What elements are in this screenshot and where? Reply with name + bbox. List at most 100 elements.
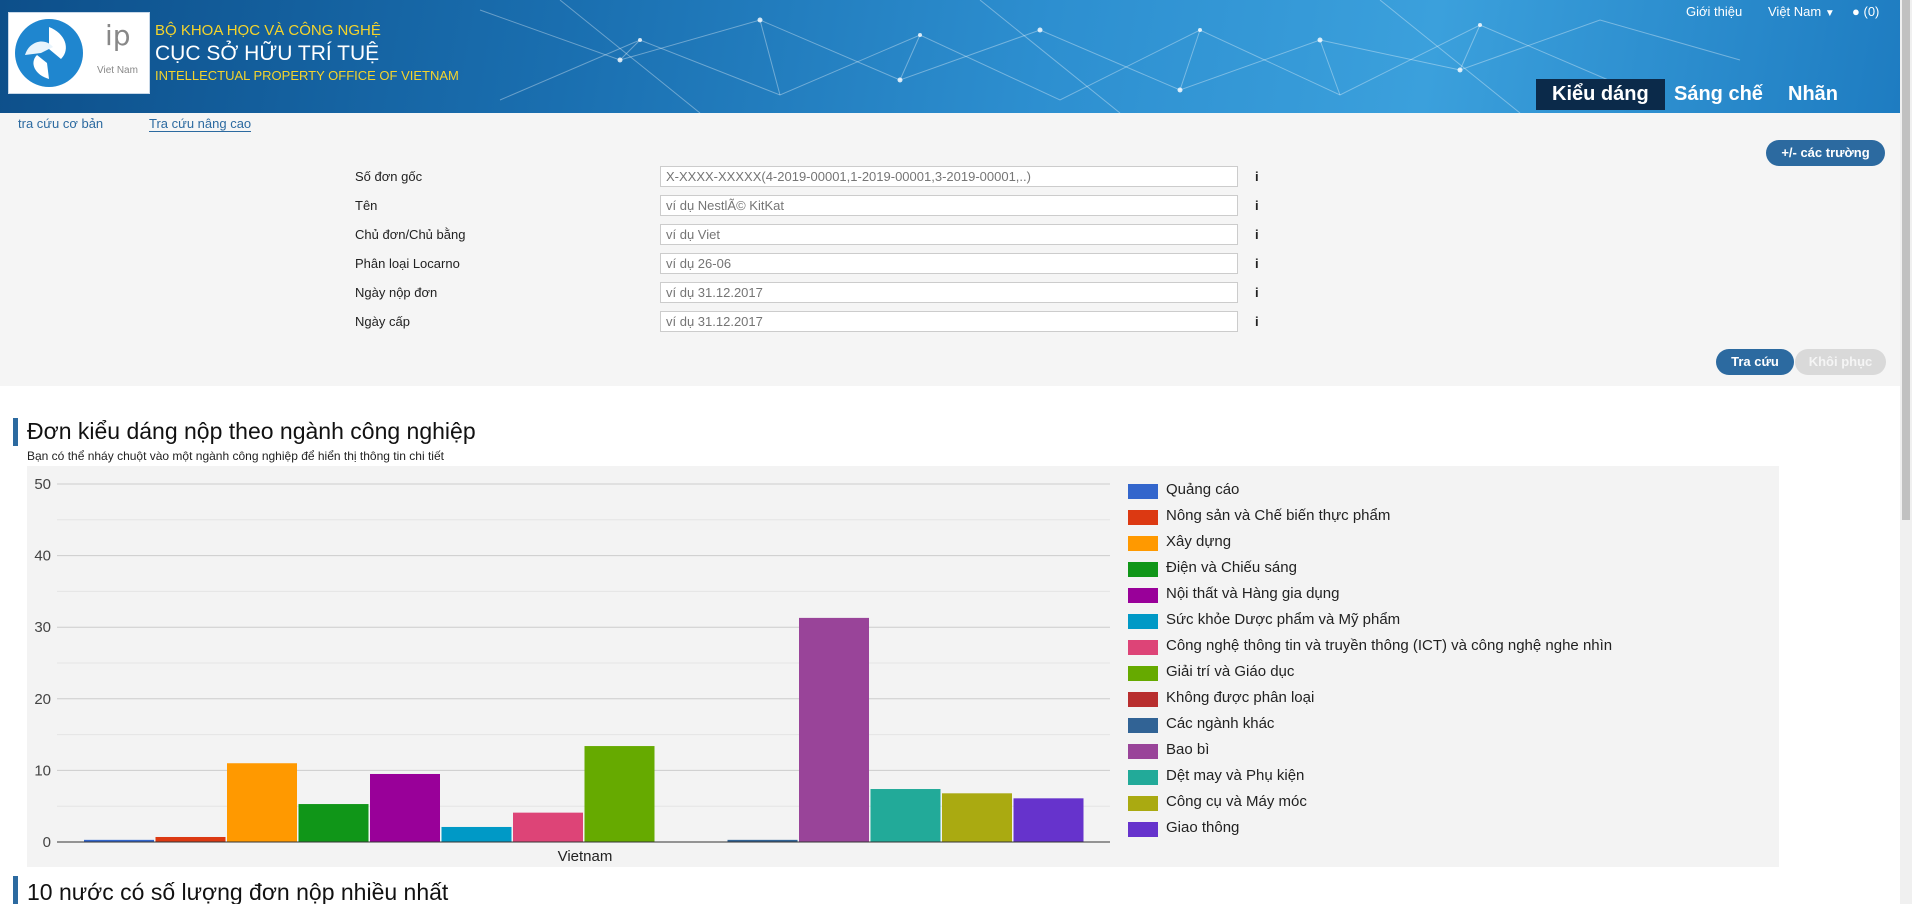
legend-label: Nông sản và Chế biến thực phẩm (1166, 507, 1391, 524)
tab-advanced-search[interactable]: Tra cứu nâng cao (149, 116, 252, 132)
bar-2[interactable] (227, 763, 297, 842)
y-tick-label: 20 (34, 691, 51, 708)
legend-label: Công nghệ thông tin và truyền thông (ICT… (1166, 637, 1613, 654)
bar-11[interactable] (870, 789, 941, 842)
field-label: Số đơn gốc (355, 169, 423, 184)
info-icon[interactable]: i (1255, 227, 1259, 242)
site-logo[interactable]: ip Viet Nam (8, 12, 150, 94)
field-label: Ngày nộp đơn (355, 285, 438, 300)
bar-6[interactable] (513, 812, 583, 842)
nav-kieu-dang[interactable]: Kiểu dáng (1536, 79, 1665, 110)
language-label: Việt Nam (1768, 4, 1822, 19)
office-name: CỤC SỞ HỮU TRÍ TUỆ (155, 42, 380, 65)
legend-label: Bao bì (1166, 741, 1210, 758)
legend-label: Điện và Chiếu sáng (1166, 559, 1297, 576)
field-label: Ngày cấp (355, 314, 410, 329)
bar-13[interactable] (1013, 798, 1084, 842)
scrollbar-thumb[interactable] (1902, 0, 1910, 520)
legend-label: Nội thất và Hàng gia dụng (1166, 585, 1340, 602)
field-label: Tên (355, 198, 378, 213)
bar-7[interactable] (584, 746, 655, 842)
legend-label: Công cụ và Máy móc (1166, 793, 1307, 810)
legend-swatch (1128, 536, 1158, 551)
owner-input[interactable] (660, 224, 1238, 245)
legend-swatch (1128, 770, 1158, 785)
info-icon[interactable]: i (1255, 198, 1259, 213)
field-label: Chủ đơn/Chủ bằng (355, 227, 466, 242)
legend-swatch (1128, 692, 1158, 707)
legend-swatch (1128, 666, 1158, 681)
bar-0[interactable] (84, 839, 154, 842)
section-accent-bar (13, 876, 18, 904)
legend-label: Giao thông (1166, 819, 1240, 836)
legend-swatch (1128, 588, 1158, 603)
logo-emblem-icon (15, 19, 83, 87)
x-category-label: Vietnam (558, 848, 613, 865)
cart-link[interactable]: ● (0) (1852, 4, 1879, 19)
legend-swatch (1128, 640, 1158, 655)
legend-swatch (1128, 614, 1158, 629)
intro-link[interactable]: Giới thiệu (1686, 4, 1743, 19)
legend-label: Các ngành khác (1166, 715, 1275, 732)
toggle-fields-button[interactable]: +/- các trường (1766, 140, 1885, 166)
nav-sang-che[interactable]: Sáng chế (1674, 83, 1763, 105)
info-icon[interactable]: i (1255, 314, 1259, 329)
section-title: 10 nước có số lượng đơn nộp nhiều nhất (27, 879, 449, 904)
y-tick-label: 0 (43, 834, 51, 851)
language-selector[interactable]: Việt Nam ▼ (1768, 4, 1835, 19)
y-tick-label: 10 (34, 762, 51, 779)
site-header: ip Viet Nam BỘ KHOA HỌC VÀ CÔNG NGHỆ CỤC… (0, 0, 1900, 113)
ministry-name: BỘ KHOA HỌC VÀ CÔNG NGHỆ (155, 22, 381, 39)
legend-label: Dệt may và Phụ kiện (1166, 767, 1305, 784)
field-label: Phân loại Locarno (355, 256, 460, 271)
section-title: Đơn kiểu dáng nộp theo ngành công nghiệp (27, 418, 476, 444)
chevron-down-icon: ▼ (1824, 8, 1835, 19)
legend-label: Sức khỏe Dược phẩm và Mỹ phẩm (1166, 611, 1401, 628)
bar-3[interactable] (298, 804, 369, 842)
bar-4[interactable] (370, 773, 440, 842)
y-tick-label: 50 (34, 476, 51, 493)
application-number-input[interactable] (660, 166, 1238, 187)
bar-10[interactable] (799, 617, 869, 842)
legend-label: Không được phân loại (1166, 689, 1315, 706)
legend-label: Giải trí và Giáo dục (1166, 663, 1295, 680)
bar-9[interactable] (727, 839, 798, 842)
grant-date-input[interactable] (660, 311, 1238, 332)
legend-swatch (1128, 562, 1158, 577)
reset-button[interactable]: Khôi phục (1795, 349, 1886, 375)
legend-label: Quảng cáo (1166, 481, 1240, 498)
bar-5[interactable] (441, 826, 512, 842)
name-input[interactable] (660, 195, 1238, 216)
legend-swatch (1128, 796, 1158, 811)
header-network-decoration (479, 0, 1741, 113)
tab-basic-search[interactable]: tra cứu cơ bản (18, 116, 104, 131)
y-tick-label: 40 (34, 548, 51, 565)
filing-date-input[interactable] (660, 282, 1238, 303)
bar-12[interactable] (942, 793, 1012, 842)
legend-swatch (1128, 484, 1158, 499)
cart-count: (0) (1863, 4, 1880, 19)
section-subtitle: Bạn có thể nháy chuột vào một ngành công… (27, 449, 444, 463)
legend-label: Xây dựng (1166, 533, 1232, 550)
logo-country: Viet Nam (97, 65, 138, 76)
industry-chart: 0 10 20 30 40 50 Vietnam (27, 466, 1779, 867)
nav-nhan-hieu[interactable]: Nhãn hiệu (1788, 83, 1838, 105)
y-tick-label: 30 (34, 619, 51, 636)
legend-swatch (1128, 744, 1158, 759)
logo-text: ip (105, 19, 131, 52)
legend-swatch (1128, 510, 1158, 525)
office-name-english: INTELLECTUAL PROPERTY OFFICE OF VIETNAM (155, 68, 459, 83)
search-panel (0, 113, 1900, 386)
section-accent-bar (13, 418, 18, 446)
search-button[interactable]: Tra cứu (1716, 349, 1794, 375)
chart-plot: 0 10 20 30 40 50 Vietnam (34, 476, 1110, 865)
info-icon[interactable]: i (1255, 256, 1259, 271)
user-icon: ● (1852, 4, 1860, 19)
bar-1[interactable] (155, 836, 226, 842)
locarno-input[interactable] (660, 253, 1238, 274)
legend-swatch (1128, 822, 1158, 837)
info-icon[interactable]: i (1255, 285, 1259, 300)
legend-swatch (1128, 718, 1158, 733)
info-icon[interactable]: i (1255, 169, 1259, 184)
